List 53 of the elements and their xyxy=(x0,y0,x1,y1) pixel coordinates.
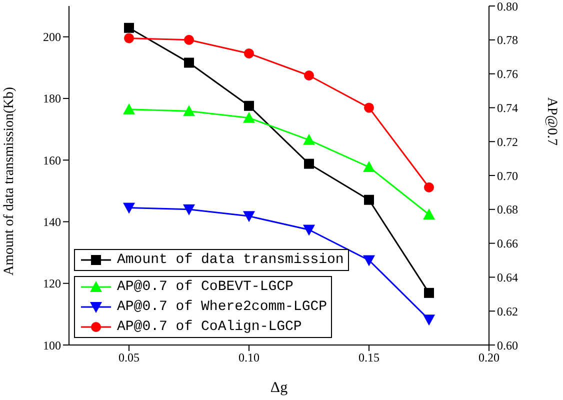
legend-label: AP@0.7 of CoAlign-LGCP xyxy=(117,319,302,335)
y-tick-label: 140 xyxy=(43,214,61,229)
point xyxy=(303,224,315,236)
point xyxy=(424,288,434,298)
point xyxy=(184,34,194,45)
point xyxy=(124,22,134,33)
y2-tick-label: 0.80 xyxy=(497,0,518,14)
y2-tick-label: 0.72 xyxy=(497,134,518,149)
y-tick-label: 180 xyxy=(43,92,61,106)
point xyxy=(423,314,435,326)
point xyxy=(123,202,135,214)
point xyxy=(423,208,435,220)
point xyxy=(124,33,134,44)
y2-tick-label: 0.78 xyxy=(497,33,518,48)
y-tick-label: 120 xyxy=(43,276,61,291)
point xyxy=(364,194,374,205)
point xyxy=(243,112,255,123)
y2-tick-label: 0.66 xyxy=(497,236,518,251)
point xyxy=(304,70,314,80)
y2-tick-label: 0.76 xyxy=(497,67,518,82)
point xyxy=(303,134,315,145)
y-tick-label: 200 xyxy=(43,30,61,44)
point xyxy=(183,204,195,216)
legend-frame: Amount of data transmission xyxy=(74,249,349,271)
point xyxy=(183,105,195,116)
y-tick-label: 160 xyxy=(43,153,61,168)
point xyxy=(123,103,135,114)
point xyxy=(424,182,434,192)
y2-tick-label: 0.60 xyxy=(497,338,518,352)
legend-label: AP@0.7 of Where2comm-LGCP xyxy=(117,299,328,315)
y2-tick-label: 0.74 xyxy=(497,100,518,115)
x-axis-title: Δg xyxy=(270,380,288,396)
y2-tick-label: 0.64 xyxy=(497,270,518,284)
x-tick-label: 0.05 xyxy=(118,350,140,365)
y-axis-title: Amount of data transmission(Kb) xyxy=(2,86,17,276)
y2-tick-label: 0.68 xyxy=(497,202,518,217)
point xyxy=(364,102,374,113)
x-tick-label: 0.10 xyxy=(238,350,260,365)
y-tick-label: 100 xyxy=(43,338,61,352)
y2-tick-label: 0.70 xyxy=(497,168,518,183)
x-tick-label: 0.15 xyxy=(358,350,380,365)
point xyxy=(244,100,254,111)
x-tick-label: 0.20 xyxy=(478,350,500,365)
y2-axis-title: AP@0.7 xyxy=(544,97,560,146)
point xyxy=(363,161,375,172)
legend-label: AP@0.7 of CoBEVT-LGCP xyxy=(117,279,294,295)
point xyxy=(363,255,375,266)
point xyxy=(244,48,254,58)
point xyxy=(304,158,314,169)
point xyxy=(243,211,255,222)
y2-tick-label: 0.62 xyxy=(497,304,518,318)
point xyxy=(184,58,194,68)
legend-label: Amount of data transmission xyxy=(117,252,344,268)
